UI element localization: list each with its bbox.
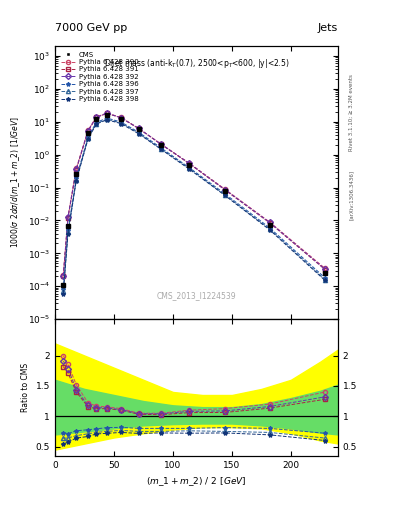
Text: Rivet 3.1.10; ≥ 3.2M events: Rivet 3.1.10; ≥ 3.2M events	[349, 74, 354, 151]
Y-axis label: $1000/\sigma\ 2d\sigma/d(m\_1 + m\_2)\ [1/GeV]$: $1000/\sigma\ 2d\sigma/d(m\_1 + m\_2)\ […	[9, 117, 22, 248]
Text: 7000 GeV pp: 7000 GeV pp	[55, 23, 127, 33]
Y-axis label: Ratio to CMS: Ratio to CMS	[21, 363, 30, 412]
X-axis label: $(m\_1 + m\_2)\ /\ 2\ [GeV]$: $(m\_1 + m\_2)\ /\ 2\ [GeV]$	[146, 475, 247, 488]
Text: CMS_2013_I1224539: CMS_2013_I1224539	[157, 291, 236, 300]
Text: [arXiv:1306.3436]: [arXiv:1306.3436]	[349, 169, 354, 220]
Text: Dijet mass (anti-k$_{T}$(0.7), 2500<p$_{T}$<600, |y|<2.5): Dijet mass (anti-k$_{T}$(0.7), 2500<p$_{…	[104, 57, 289, 70]
Text: Jets: Jets	[318, 23, 338, 33]
Legend: CMS, Pythia 6.428 390, Pythia 6.428 391, Pythia 6.428 392, Pythia 6.428 396, Pyt: CMS, Pythia 6.428 390, Pythia 6.428 391,…	[59, 50, 140, 104]
